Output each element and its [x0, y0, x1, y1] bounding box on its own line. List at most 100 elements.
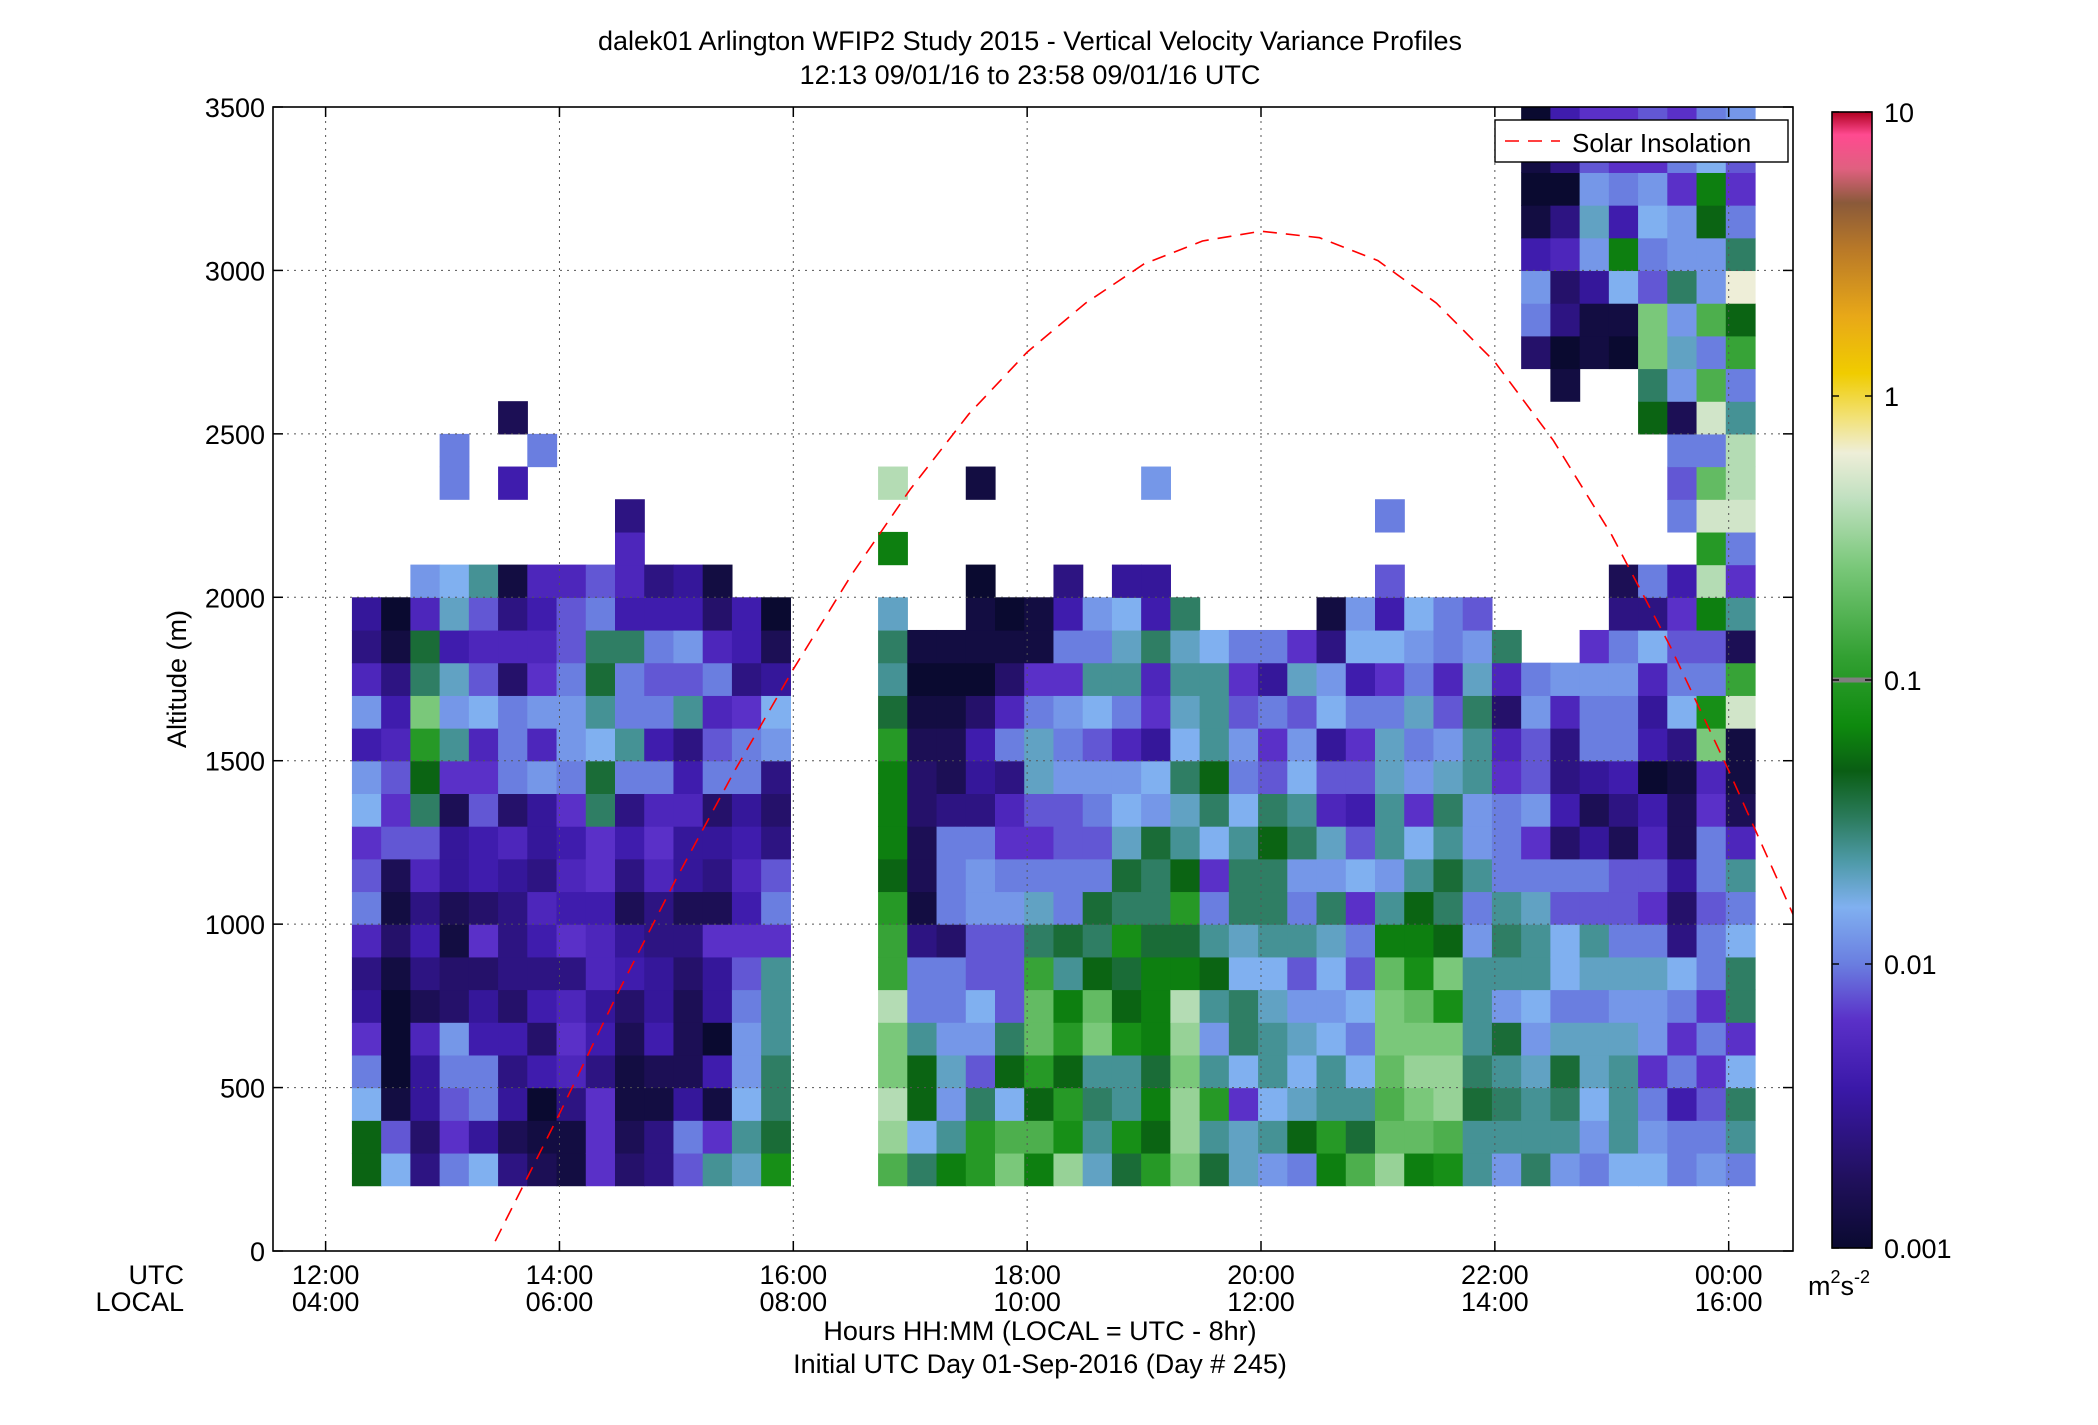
- heatmap-cell: [615, 826, 645, 860]
- heatmap-cell: [965, 466, 996, 500]
- heatmap-cell: [1375, 924, 1405, 958]
- heatmap-cell: [410, 826, 441, 860]
- heatmap-cell: [936, 662, 967, 696]
- heatmap-cell: [1696, 368, 1727, 402]
- heatmap-cell: [1433, 858, 1464, 893]
- heatmap-cell: [1316, 826, 1347, 860]
- heatmap-cell: [878, 956, 908, 991]
- heatmap-cell: [1696, 989, 1727, 1023]
- heatmap-cell: [585, 662, 616, 696]
- heatmap-cell: [1141, 858, 1171, 893]
- heatmap-cell: [1258, 956, 1288, 991]
- x-tick-label-local: 08:00: [760, 1287, 828, 1317]
- heatmap-cell: [995, 1120, 1025, 1154]
- heatmap-cell: [1608, 335, 1639, 370]
- heatmap-cell: [1053, 1022, 1084, 1056]
- heatmap-cell: [878, 858, 908, 893]
- heatmap-cell: [1228, 629, 1259, 664]
- heatmap-cell: [1404, 695, 1435, 729]
- heatmap-cell: [1082, 891, 1113, 925]
- heatmap-cell: [439, 793, 470, 827]
- y-tick-label: 1500: [205, 747, 265, 777]
- heatmap-cell: [1141, 956, 1171, 991]
- grid-lines: [273, 107, 1793, 1251]
- heatmap-cell: [731, 924, 762, 958]
- heatmap-cell: [1287, 629, 1318, 664]
- heatmap-cell: [1170, 989, 1201, 1023]
- heatmap-cell: [1024, 597, 1055, 631]
- heatmap-cell: [1462, 662, 1493, 696]
- heatmap-cell: [351, 989, 382, 1023]
- heatmap-cell: [907, 760, 938, 794]
- heatmap-cell: [1170, 1087, 1201, 1121]
- heatmap-cell: [1638, 1054, 1668, 1089]
- heatmap-cell: [1404, 793, 1435, 827]
- heatmap-cell: [1433, 793, 1464, 827]
- heatmap-cell: [1433, 1152, 1464, 1187]
- heatmap-cell: [673, 891, 704, 925]
- heatmap-cell: [1696, 1152, 1727, 1187]
- heatmap-cell: [1579, 695, 1610, 729]
- heatmap-cell: [1579, 270, 1610, 304]
- heatmap-cell: [1228, 826, 1259, 860]
- heatmap-cell: [1141, 1054, 1171, 1089]
- heatmap-cell: [644, 793, 675, 827]
- heatmap-cell: [965, 924, 996, 958]
- heatmap-cell: [585, 858, 616, 893]
- heatmap-cell: [1608, 1087, 1639, 1121]
- x-tick-label-local: 12:00: [1227, 1287, 1295, 1317]
- heatmap-cell: [1345, 1087, 1376, 1121]
- heatmap-cell: [761, 1022, 791, 1056]
- y-tick-label: 2500: [205, 420, 265, 450]
- heatmap-cell: [1228, 858, 1259, 893]
- heatmap-cell: [527, 891, 558, 925]
- heatmap-cell: [615, 564, 645, 598]
- heatmap-cell: [1696, 303, 1727, 337]
- heatmap-cell: [1579, 1054, 1610, 1089]
- heatmap-cell: [1696, 499, 1727, 533]
- heatmap-cell: [1345, 629, 1376, 664]
- heatmap-cell: [1024, 1087, 1055, 1121]
- heatmap-cell: [1725, 172, 1756, 206]
- heatmap-cell: [1696, 597, 1727, 631]
- heatmap-cell: [1491, 1120, 1522, 1154]
- heatmap-cell: [1199, 629, 1230, 664]
- heatmap-cell: [556, 891, 587, 925]
- heatmap-cell: [615, 1022, 645, 1056]
- heatmap-cell: [995, 1087, 1025, 1121]
- heatmap-cell: [731, 760, 762, 794]
- heatmap-cell: [1667, 924, 1698, 958]
- heatmap-cell: [1491, 858, 1522, 893]
- heatmap-cell: [410, 695, 441, 729]
- heatmap-cell: [644, 1152, 675, 1187]
- heatmap-cell: [1141, 629, 1171, 664]
- heatmap-cell: [878, 826, 908, 860]
- heatmap-cell: [1521, 270, 1551, 304]
- heatmap-cell: [1725, 564, 1756, 598]
- heatmap-cell: [1725, 368, 1756, 402]
- heatmap-cell: [1404, 989, 1435, 1023]
- heatmap-cell: [1608, 728, 1639, 762]
- heatmap-cell: [761, 891, 791, 925]
- heatmap-cell: [878, 662, 908, 696]
- heatmap-cell: [1638, 695, 1668, 729]
- heatmap-cell: [410, 1152, 441, 1187]
- heatmap-cell: [1082, 760, 1113, 794]
- heatmap-cell: [702, 924, 733, 958]
- heatmap-cell: [1638, 303, 1668, 337]
- heatmap-cell: [1345, 1054, 1376, 1089]
- heatmap-cell: [965, 760, 996, 794]
- heatmap-cell: [439, 826, 470, 860]
- heatmap-cell: [1638, 564, 1668, 598]
- heatmap-cell: [410, 1054, 441, 1089]
- heatmap-cell: [439, 629, 470, 664]
- heatmap-cell: [1287, 1152, 1318, 1187]
- heatmap-cell: [1667, 1054, 1698, 1089]
- heatmap-cell: [731, 662, 762, 696]
- heatmap-cell: [995, 891, 1025, 925]
- heatmap-cell: [965, 989, 996, 1023]
- heatmap-cell: [1082, 1120, 1113, 1154]
- heatmap-cell: [615, 760, 645, 794]
- heatmap-cell: [1521, 956, 1551, 991]
- heatmap-cell: [1082, 1152, 1113, 1187]
